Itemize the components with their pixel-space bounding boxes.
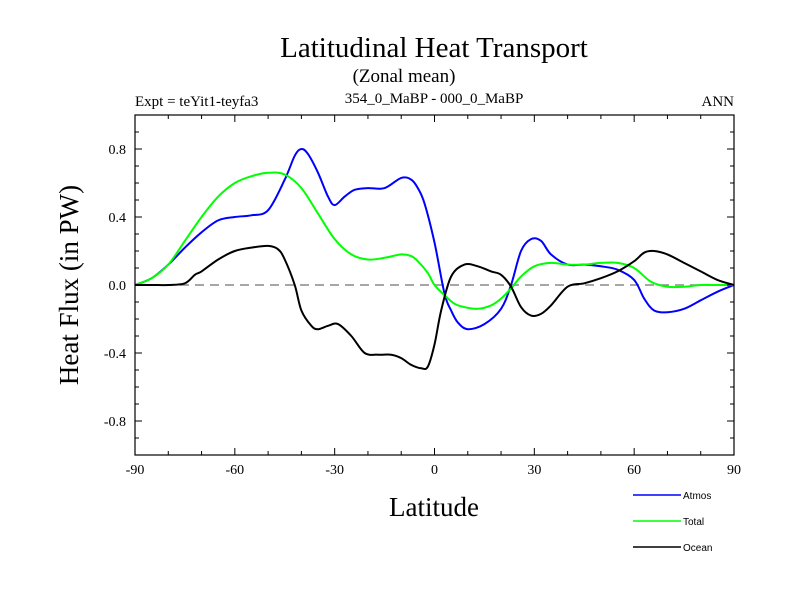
y-tick-label: -0.4	[104, 347, 126, 362]
x-axis: -90 -60 -30 0 30 60 90	[126, 115, 741, 478]
series-layer	[134, 147, 735, 371]
legend-label-total: Total	[683, 517, 704, 528]
legend-label-ocean: Ocean	[683, 543, 712, 554]
series-line-atmos	[134, 147, 735, 331]
y-tick-label: 0.4	[109, 211, 127, 226]
y-tick-label: -0.8	[104, 415, 126, 430]
x-tick-label: 30	[527, 463, 541, 478]
legend-label-atmos: Atmos	[683, 491, 711, 502]
season-label: ANN	[702, 94, 735, 110]
period-label: 354_0_MaBP - 000_0_MaBP	[345, 91, 524, 107]
x-tick-label: -90	[126, 463, 145, 478]
x-tick-label: -30	[325, 463, 344, 478]
x-tick-label: -60	[225, 463, 244, 478]
x-tick-label: 0	[431, 463, 438, 478]
x-tick-label: 60	[627, 463, 641, 478]
chart-title: Latitudinal Heat Transport	[280, 32, 588, 64]
x-tick-label: 90	[727, 463, 741, 478]
series-line-total	[134, 171, 734, 310]
legend: Atmos Total Ocean	[633, 491, 712, 554]
x-axis-label: Latitude	[389, 492, 479, 522]
y-axis-label: Heat Flux (in PW)	[54, 185, 84, 385]
series-line-ocean	[135, 244, 735, 371]
y-tick-label: 0.8	[109, 143, 127, 158]
y-tick-label: 0.0	[109, 279, 127, 294]
experiment-label: Expt = teYit1-teyfa3	[135, 94, 258, 110]
chart-subtitle: (Zonal mean)	[353, 66, 456, 87]
y-axis: -0.8 -0.4 0.0 0.4 0.8	[104, 131, 734, 439]
